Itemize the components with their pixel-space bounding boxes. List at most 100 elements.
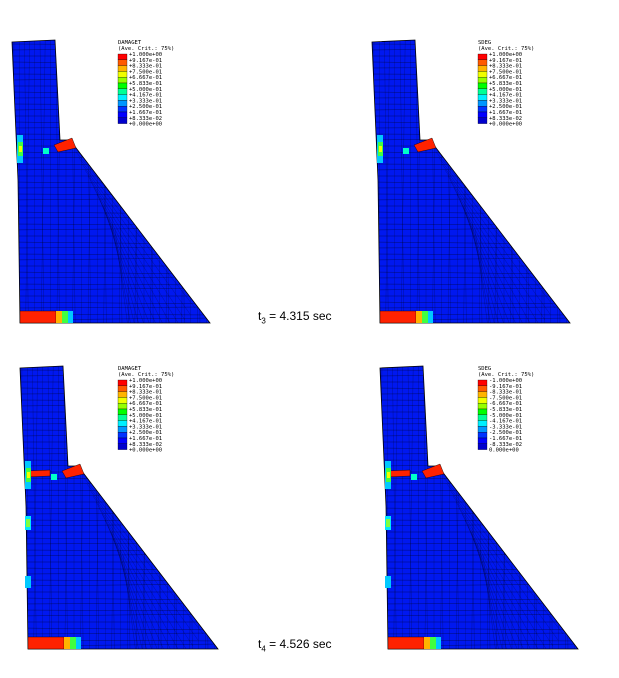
legend-value: +3.333e-01 (129, 424, 162, 430)
legend-swatch (117, 414, 128, 421)
legend-value: +0.000e+00 (129, 448, 162, 454)
legend-swatch (117, 397, 128, 404)
legend-swatch (477, 77, 488, 84)
legend-value: 0.000e+00 (489, 448, 519, 454)
legend-value: +0.000e+00 (489, 122, 522, 128)
legend-value: -1.000e+00 (489, 378, 522, 384)
legend-swatch (117, 59, 128, 66)
legend-value: +8.333e-01 (129, 64, 162, 70)
legend-title: SDEG (478, 40, 491, 46)
time-label-t3: t3 = 4.315 sec (258, 309, 332, 326)
legend-value: +1.000e+00 (129, 378, 162, 384)
legend-value: -2.500e-01 (489, 430, 522, 436)
legend-swatch (477, 432, 488, 439)
legend-swatch (477, 82, 488, 89)
legend-value: +1.667e-01 (489, 110, 522, 116)
legend-value: +1.667e-01 (129, 110, 162, 116)
legend-swatch (117, 111, 128, 118)
legend-swatch (477, 117, 488, 124)
damage-region-corner (421, 463, 445, 479)
legend-value: -3.333e-01 (489, 424, 522, 430)
legend-value: +8.333e-02 (129, 116, 162, 122)
legend-title: SDEG (478, 366, 491, 372)
damage-region-bottom (19, 310, 73, 324)
legend-swatch (477, 443, 488, 450)
legend-value: -5.833e-01 (489, 407, 522, 413)
legend-swatch (477, 111, 488, 118)
legend-value: +9.167e-01 (129, 384, 162, 390)
legend-swatch (477, 94, 488, 101)
legend-value: +9.167e-01 (489, 58, 522, 64)
legend-swatch (117, 420, 128, 427)
legend: SDEG(Ave. Crit.: 75%)+1.000e+00+9.167e-0… (477, 40, 534, 128)
legend-swatch (477, 403, 488, 410)
damage-region-corner (53, 137, 77, 153)
legend: DAMAGET(Ave. Crit.: 75%)+1.000e+00+9.167… (117, 40, 174, 128)
legend-value: +4.167e-01 (129, 419, 162, 425)
legend-value: -9.167e-01 (489, 384, 522, 390)
damage-region-mid (403, 148, 409, 154)
panel-bottom-right: SDEG(Ave. Crit.: 75%)-1.000e+00-9.167e-0… (379, 365, 579, 650)
legend-value: +3.333e-01 (489, 98, 522, 104)
legend-value: +5.833e-01 (129, 407, 162, 413)
damage-region-bottom (379, 310, 433, 324)
legend-swatch (477, 391, 488, 398)
legend-value: +4.167e-01 (489, 93, 522, 99)
legend-value: +6.667e-01 (129, 401, 162, 407)
legend-title: DAMAGET (118, 366, 142, 372)
damage-region-edge (385, 461, 391, 588)
legend-swatch (117, 94, 128, 101)
legend-swatch (477, 65, 488, 72)
damage-region-bottom (27, 636, 81, 650)
damage-region-mid (43, 148, 49, 154)
legend-swatch (117, 408, 128, 415)
legend-swatch (117, 385, 128, 392)
legend-value: -1.667e-01 (489, 436, 522, 442)
legend-swatch (477, 88, 488, 95)
legend-value: +6.667e-01 (129, 75, 162, 81)
legend-swatch (117, 117, 128, 124)
damage-region-bottom (387, 636, 441, 650)
legend-swatch (477, 59, 488, 66)
mesh-outline (371, 39, 571, 324)
legend-value: +8.333e-02 (129, 442, 162, 448)
panel-top-left: DAMAGET(Ave. Crit.: 75%)+1.000e+00+9.167… (11, 39, 211, 324)
legend-swatch (117, 106, 128, 113)
legend-swatch (117, 71, 128, 78)
legend-value: +8.333e-01 (489, 64, 522, 70)
legend-swatch (477, 106, 488, 113)
legend-title: DAMAGET (118, 40, 142, 46)
legend-value: +7.500e-01 (129, 69, 162, 75)
legend-value: +7.500e-01 (489, 69, 522, 75)
damage-region-mid (51, 474, 57, 480)
damage-region-edge (377, 135, 383, 163)
legend-value: +7.500e-01 (129, 395, 162, 401)
legend-swatch (477, 414, 488, 421)
legend-swatch (117, 379, 128, 386)
legend-swatch (477, 379, 488, 386)
legend-value: +1.667e-01 (129, 436, 162, 442)
legend-value: -5.000e-01 (489, 413, 522, 419)
legend-value: +6.667e-01 (489, 75, 522, 81)
legend-swatch (117, 82, 128, 89)
damage-region-edge (25, 461, 31, 588)
legend-value: +8.333e-01 (129, 390, 162, 396)
legend-value: +0.000e+00 (129, 122, 162, 128)
legend-swatch (117, 88, 128, 95)
legend-swatch (117, 77, 128, 84)
legend-subtitle: (Ave. Crit.: 75%) (118, 46, 174, 52)
legend-swatch (117, 391, 128, 398)
legend-swatch (477, 53, 488, 60)
legend-value: +5.000e-01 (489, 87, 522, 93)
damage-region-mid (411, 474, 417, 480)
damage-region-corner (413, 137, 437, 153)
legend-swatch (477, 408, 488, 415)
legend-value: +3.333e-01 (129, 98, 162, 104)
legend: DAMAGET(Ave. Crit.: 75%)+1.000e+00+9.167… (117, 366, 174, 454)
panel-bottom-left: DAMAGET(Ave. Crit.: 75%)+1.000e+00+9.167… (19, 365, 219, 650)
legend-value: +2.500e-01 (489, 104, 522, 110)
legend-value: +8.333e-02 (489, 116, 522, 122)
legend-value: +4.167e-01 (129, 93, 162, 99)
panel-top-right: SDEG(Ave. Crit.: 75%)+1.000e+00+9.167e-0… (371, 39, 571, 324)
legend-subtitle: (Ave. Crit.: 75%) (478, 46, 534, 52)
